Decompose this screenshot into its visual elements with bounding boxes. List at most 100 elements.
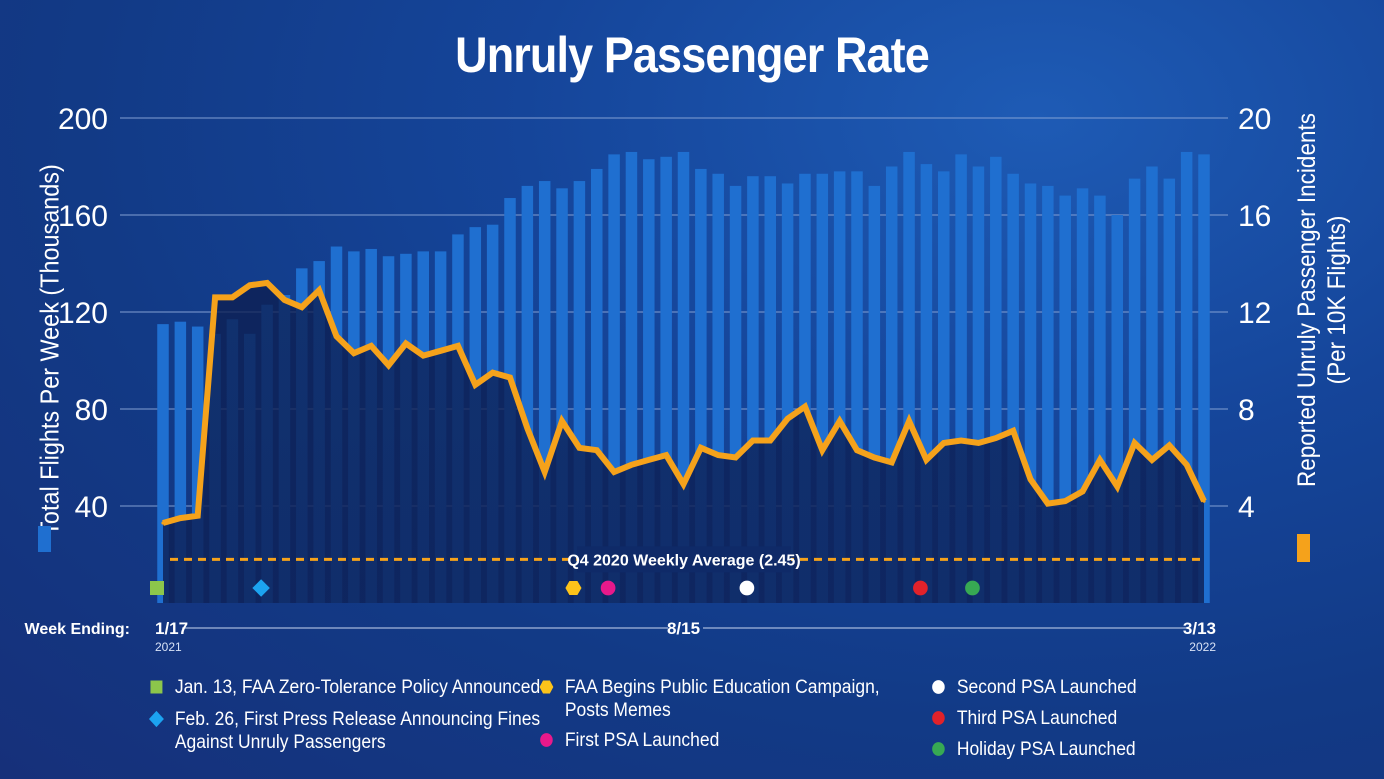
incident-point bbox=[456, 344, 460, 348]
incident-point bbox=[733, 455, 738, 460]
incident-point bbox=[282, 298, 287, 302]
flight-bar bbox=[1024, 183, 1037, 603]
incident-point bbox=[404, 341, 408, 346]
incident-point bbox=[560, 419, 564, 423]
incident-point bbox=[855, 448, 859, 452]
incident-point bbox=[543, 470, 547, 474]
x-axis-tick-label: 1/17 bbox=[155, 619, 188, 638]
legend-marker-shape bbox=[932, 680, 945, 694]
flight-bar bbox=[868, 185, 881, 603]
right-axis-label-line1: Reported Unruly Passenger Incidents bbox=[1293, 113, 1321, 487]
legend-marker-shape bbox=[932, 742, 945, 756]
event-marker-hexagon bbox=[565, 581, 582, 595]
flight-bar bbox=[1007, 173, 1019, 603]
event-marker-circle bbox=[600, 580, 616, 596]
flight-bar bbox=[972, 166, 985, 603]
incident-point bbox=[942, 441, 946, 445]
incident-point bbox=[473, 383, 477, 387]
incident-point bbox=[439, 349, 443, 353]
flight-bar bbox=[781, 183, 794, 603]
legend-item-text: FAA Begins Public Education Campaign, bbox=[564, 677, 880, 698]
left-axis-tick-label: 120 bbox=[58, 297, 108, 330]
legend-item-text: Holiday PSA Launched bbox=[956, 739, 1136, 760]
left-axis-tick-label: 200 bbox=[58, 103, 108, 136]
incident-point bbox=[491, 371, 495, 375]
legend-marker-shape bbox=[540, 733, 553, 747]
incident-point bbox=[751, 438, 755, 443]
incident-point bbox=[647, 458, 651, 462]
incident-point bbox=[300, 305, 304, 309]
flight-bar bbox=[643, 159, 655, 603]
flight-bar bbox=[1163, 178, 1176, 603]
incident-point bbox=[161, 521, 165, 525]
flight-bar bbox=[1198, 154, 1210, 603]
incident-point bbox=[248, 283, 252, 287]
legend-item-text: Posts Memes bbox=[564, 700, 671, 721]
reference-label-bg bbox=[577, 546, 791, 573]
x-axis-tick-label: 8/15 bbox=[667, 619, 700, 638]
incident-point bbox=[1133, 441, 1137, 445]
incident-point bbox=[317, 288, 321, 292]
legend-marker-shape bbox=[932, 711, 945, 725]
legend-item-text: Third PSA Launched bbox=[956, 708, 1118, 729]
incident-point bbox=[820, 448, 824, 452]
incident-point bbox=[890, 460, 894, 464]
right-axis-tick-label: 8 bbox=[1238, 394, 1255, 427]
incident-point bbox=[1080, 489, 1085, 494]
incident-point bbox=[230, 295, 234, 300]
incident-point bbox=[1028, 477, 1033, 481]
flight-bar bbox=[556, 188, 568, 603]
incident-point bbox=[1167, 443, 1171, 447]
line-series-swatch bbox=[1297, 534, 1310, 562]
flight-bar bbox=[885, 166, 898, 603]
incident-point bbox=[1046, 501, 1050, 506]
incident-point bbox=[352, 351, 356, 355]
flight-bar bbox=[1059, 195, 1071, 603]
incident-point bbox=[959, 438, 963, 443]
incident-point bbox=[196, 514, 200, 518]
incident-point bbox=[1098, 458, 1102, 462]
x-axis-prefix: Week Ending: bbox=[25, 621, 131, 638]
incident-point bbox=[976, 441, 981, 445]
incident-point bbox=[1011, 429, 1015, 433]
right-axis-tick-label: 20 bbox=[1238, 103, 1271, 136]
circle-marker-icon bbox=[540, 729, 553, 747]
incident-point bbox=[681, 482, 686, 486]
incident-point bbox=[907, 419, 911, 423]
incident-point bbox=[994, 436, 998, 440]
chart-title: Unruly Passenger Rate bbox=[455, 27, 930, 83]
flight-bar bbox=[591, 168, 603, 604]
flight-bar bbox=[677, 151, 690, 603]
flight-bar bbox=[747, 176, 759, 603]
incident-point bbox=[508, 375, 512, 380]
incident-point bbox=[664, 453, 668, 457]
flight-bar bbox=[191, 326, 204, 603]
flight-bar bbox=[816, 173, 829, 603]
flight-bar bbox=[712, 173, 724, 603]
x-axis-tick-year: 2022 bbox=[1189, 640, 1216, 654]
incident-point bbox=[612, 470, 616, 474]
flight-bar bbox=[955, 154, 967, 603]
legend-marker-shape bbox=[150, 680, 163, 694]
flight-bar bbox=[538, 181, 551, 604]
flight-bar bbox=[764, 176, 776, 603]
incident-point bbox=[595, 448, 599, 452]
flight-bar bbox=[920, 164, 933, 603]
incident-point bbox=[1185, 463, 1189, 467]
incident-point bbox=[213, 295, 217, 300]
flight-bar bbox=[1146, 166, 1158, 603]
reference-line-label: Q4 2020 Weekly Average (2.45) bbox=[567, 552, 800, 569]
legend-item-text: Second PSA Launched bbox=[956, 677, 1137, 698]
incident-point bbox=[1063, 499, 1067, 503]
right-axis-label: Reported Unruly Passenger Incidents (Per… bbox=[1292, 113, 1352, 487]
legend-item-text: Against Unruly Passengers bbox=[174, 732, 386, 753]
right-axis-tick-label: 12 bbox=[1238, 297, 1271, 330]
incident-point bbox=[1202, 499, 1206, 503]
incident-point bbox=[525, 426, 529, 430]
flight-bar bbox=[1128, 178, 1141, 603]
incident-point bbox=[178, 516, 182, 520]
right-axis-label-line2: (Per 10K Flights) bbox=[1323, 215, 1351, 385]
incident-point bbox=[386, 363, 391, 367]
flight-bar bbox=[938, 171, 950, 603]
